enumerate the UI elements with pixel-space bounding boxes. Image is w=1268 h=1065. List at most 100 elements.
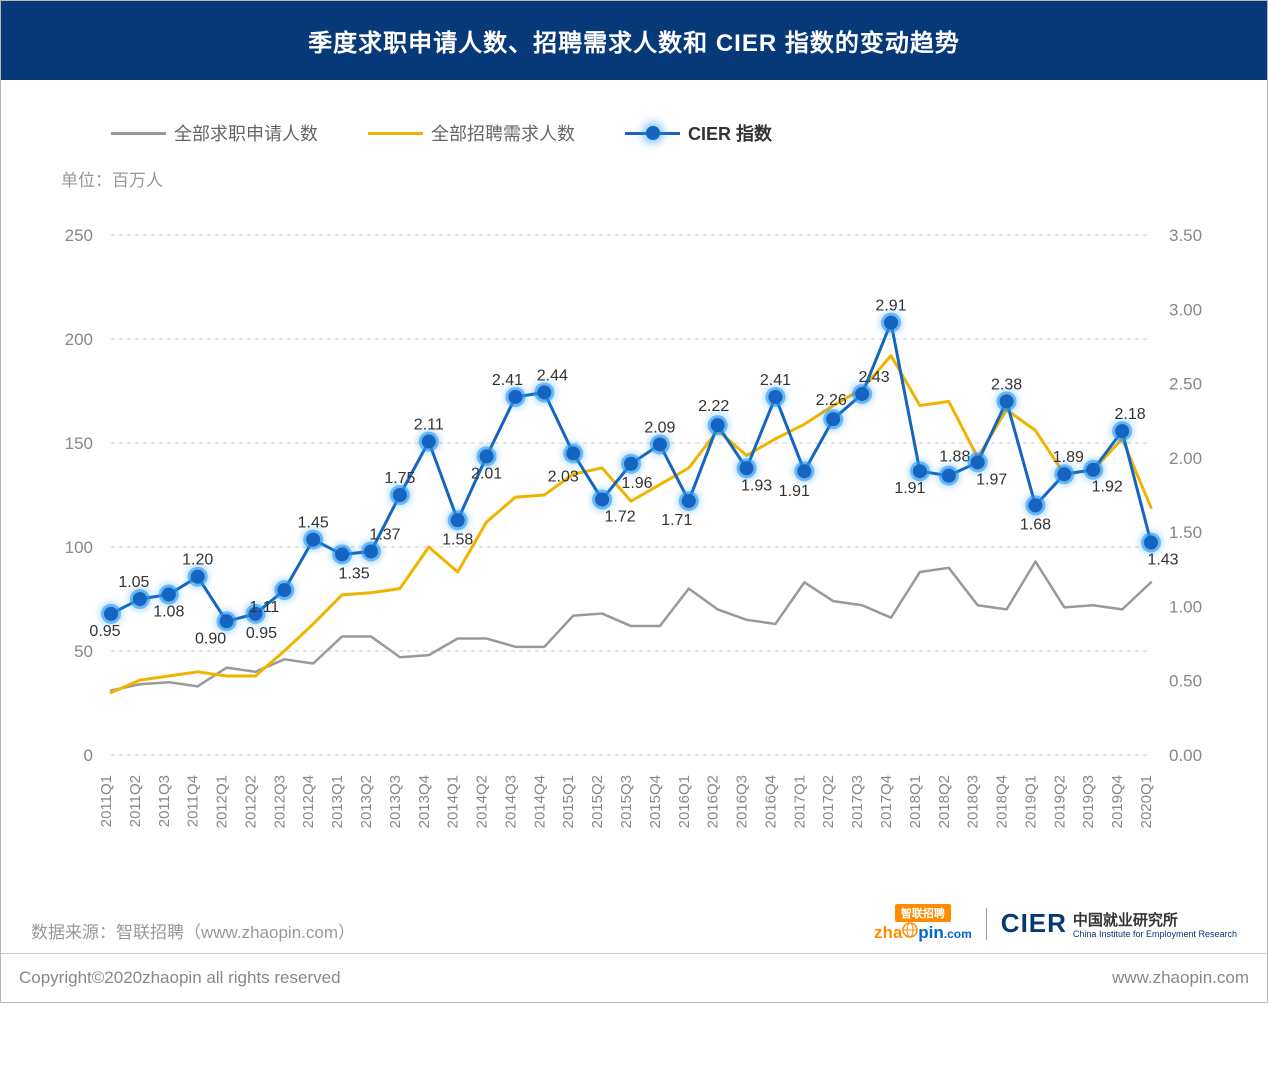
svg-text:2014Q4: 2014Q4: [531, 775, 548, 828]
svg-text:1.93: 1.93: [741, 477, 772, 494]
chart-container: 季度求职申请人数、招聘需求人数和 CIER 指数的变动趋势 全部求职申请人数 全…: [0, 0, 1268, 1003]
svg-text:2.09: 2.09: [644, 419, 675, 436]
svg-text:2.38: 2.38: [991, 376, 1022, 393]
zhaopin-logo-en: zha pin .com: [874, 922, 972, 943]
svg-text:2.01: 2.01: [471, 465, 502, 482]
legend-label: 全部招聘需求人数: [431, 120, 575, 146]
svg-text:1.96: 1.96: [621, 475, 652, 492]
svg-text:2020Q1: 2020Q1: [1138, 775, 1155, 828]
svg-text:2.22: 2.22: [698, 398, 729, 415]
svg-text:1.08: 1.08: [153, 604, 184, 621]
svg-text:2.44: 2.44: [537, 367, 568, 384]
svg-text:2011Q4: 2011Q4: [185, 775, 202, 827]
svg-text:2017Q2: 2017Q2: [820, 775, 837, 828]
svg-text:1.97: 1.97: [976, 471, 1007, 488]
svg-text:2015Q3: 2015Q3: [618, 775, 635, 828]
svg-text:200: 200: [65, 330, 93, 349]
copyright-row: Copyright©2020zhaopin all rights reserve…: [1, 953, 1267, 1002]
svg-text:2012Q4: 2012Q4: [300, 775, 317, 828]
chart-title: 季度求职申请人数、招聘需求人数和 CIER 指数的变动趋势: [1, 1, 1267, 80]
logo-divider: [986, 908, 987, 940]
svg-text:1.89: 1.89: [1053, 449, 1084, 466]
svg-text:1.45: 1.45: [298, 515, 329, 532]
svg-text:250: 250: [65, 226, 93, 245]
svg-text:2015Q2: 2015Q2: [589, 775, 606, 828]
svg-text:1.58: 1.58: [442, 531, 473, 548]
svg-text:1.68: 1.68: [1020, 516, 1051, 533]
svg-text:1.92: 1.92: [1092, 479, 1123, 496]
svg-text:1.91: 1.91: [894, 480, 925, 497]
svg-text:1.91: 1.91: [779, 483, 810, 500]
svg-text:2013Q1: 2013Q1: [329, 775, 346, 828]
cier-logo: CIER 中国就业研究所 China Institute for Employm…: [1001, 908, 1237, 939]
svg-text:1.11: 1.11: [249, 599, 279, 616]
chart-svg: 0501001502002500.000.501.001.502.002.503…: [31, 195, 1221, 865]
zhaopin-logo: 智联招聘 zha pin .com: [874, 904, 972, 943]
svg-text:1.71: 1.71: [661, 512, 692, 529]
svg-text:2015Q4: 2015Q4: [647, 775, 664, 828]
svg-text:2018Q4: 2018Q4: [994, 775, 1011, 828]
svg-text:1.35: 1.35: [339, 565, 370, 582]
svg-text:2.03: 2.03: [548, 468, 579, 485]
svg-text:2019Q1: 2019Q1: [1022, 775, 1039, 828]
legend-swatch-demand: [368, 132, 423, 135]
svg-text:0.50: 0.50: [1169, 672, 1202, 691]
svg-text:2012Q1: 2012Q1: [214, 775, 231, 828]
svg-text:1.37: 1.37: [369, 526, 400, 543]
svg-text:2011Q1: 2011Q1: [98, 775, 115, 827]
logo-group: 智联招聘 zha pin .com CIER 中国就业研究所 China Ins…: [874, 904, 1237, 943]
svg-text:150: 150: [65, 434, 93, 453]
zhaopin-logo-cn: 智联招聘: [895, 904, 951, 922]
svg-text:1.72: 1.72: [605, 508, 636, 525]
svg-text:1.43: 1.43: [1147, 552, 1178, 569]
svg-text:1.50: 1.50: [1169, 523, 1202, 542]
data-source: 数据来源：智联招聘（www.zhaopin.com）: [31, 918, 355, 943]
svg-text:2016Q3: 2016Q3: [734, 775, 751, 828]
legend-swatch-cier: [625, 123, 680, 143]
svg-text:2.26: 2.26: [816, 392, 847, 409]
chart-body: 全部求职申请人数 全部招聘需求人数 CIER 指数 单位：百万人 0501001…: [1, 80, 1267, 880]
svg-text:1.75: 1.75: [384, 470, 415, 487]
svg-text:2014Q3: 2014Q3: [502, 775, 519, 828]
svg-text:0: 0: [84, 746, 93, 765]
svg-text:100: 100: [65, 538, 93, 557]
svg-text:2016Q2: 2016Q2: [705, 775, 722, 828]
svg-text:2019Q2: 2019Q2: [1051, 775, 1068, 828]
website-link: www.zhaopin.com: [1112, 968, 1249, 988]
legend-swatch-applicants: [111, 132, 166, 135]
svg-text:50: 50: [74, 642, 93, 661]
svg-text:0.00: 0.00: [1169, 746, 1202, 765]
svg-text:1.88: 1.88: [939, 449, 970, 466]
svg-text:2.41: 2.41: [760, 372, 791, 389]
svg-text:2018Q1: 2018Q1: [907, 775, 924, 828]
footer-meta: 数据来源：智联招聘（www.zhaopin.com） 智联招聘 zha pin …: [1, 880, 1267, 953]
svg-text:2.41: 2.41: [492, 372, 523, 389]
svg-text:0.95: 0.95: [246, 625, 277, 642]
svg-text:2012Q3: 2012Q3: [271, 775, 288, 828]
svg-text:2.43: 2.43: [859, 369, 890, 386]
copyright-text: Copyright©2020zhaopin all rights reserve…: [19, 968, 341, 988]
svg-text:2013Q4: 2013Q4: [416, 775, 433, 828]
svg-text:0.95: 0.95: [89, 623, 120, 640]
svg-text:2.18: 2.18: [1115, 406, 1146, 423]
legend: 全部求职申请人数 全部招聘需求人数 CIER 指数: [31, 100, 1237, 156]
svg-text:2014Q1: 2014Q1: [445, 775, 462, 828]
svg-text:0.90: 0.90: [195, 630, 226, 647]
svg-text:2.50: 2.50: [1169, 375, 1202, 394]
svg-text:3.00: 3.00: [1169, 300, 1202, 319]
globe-icon: [902, 922, 918, 938]
svg-text:2019Q3: 2019Q3: [1080, 775, 1097, 828]
svg-text:2019Q4: 2019Q4: [1109, 775, 1126, 828]
svg-text:2017Q4: 2017Q4: [878, 775, 895, 828]
svg-text:2018Q2: 2018Q2: [936, 775, 953, 828]
svg-text:2015Q1: 2015Q1: [560, 775, 577, 828]
svg-text:2.91: 2.91: [875, 298, 906, 315]
legend-item-cier: CIER 指数: [625, 120, 772, 146]
svg-text:3.50: 3.50: [1169, 226, 1202, 245]
svg-text:1.05: 1.05: [118, 574, 149, 591]
svg-text:2013Q3: 2013Q3: [387, 775, 404, 828]
svg-text:2.00: 2.00: [1169, 449, 1202, 468]
svg-text:2017Q3: 2017Q3: [849, 775, 866, 828]
svg-text:2018Q3: 2018Q3: [965, 775, 982, 828]
plot-area: 0501001502002500.000.501.001.502.002.503…: [31, 195, 1237, 870]
